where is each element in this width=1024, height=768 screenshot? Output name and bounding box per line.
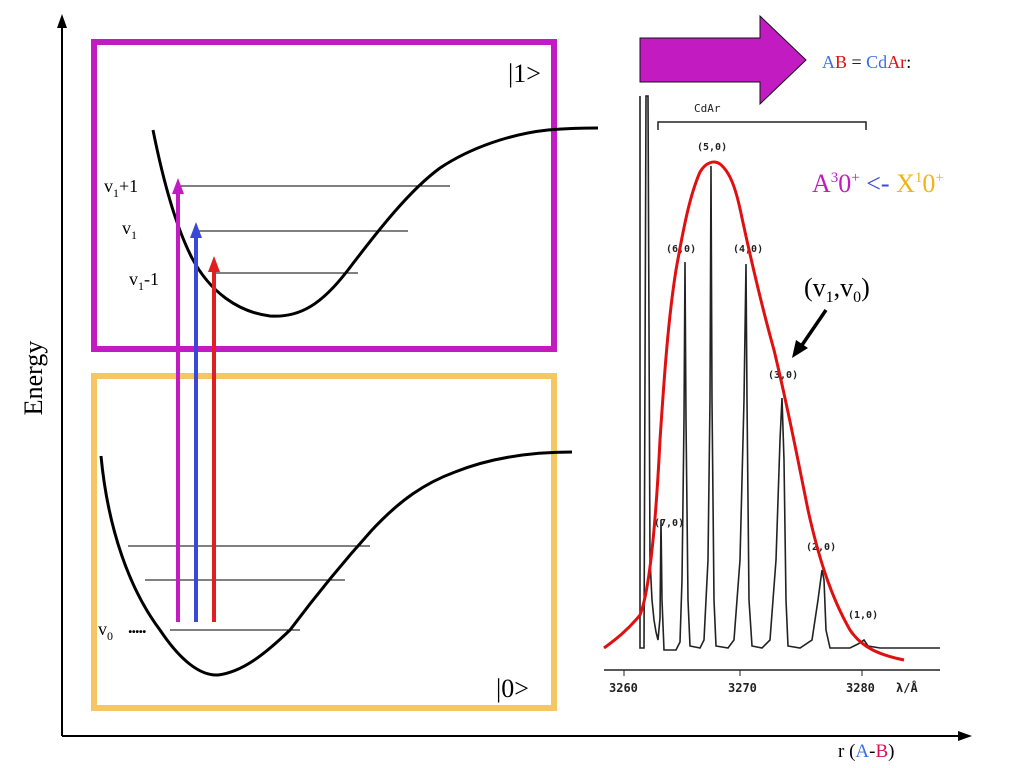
franck-condon-envelope	[603, 160, 905, 662]
level-label-v1-plus-1: v1+1	[104, 176, 138, 200]
direction-block-arrow	[639, 14, 807, 106]
spectrum-unit-label: λ/Å	[896, 680, 918, 695]
axes	[57, 14, 972, 741]
upper-state-label: |1>	[508, 59, 541, 88]
peak-label: (3,0)	[768, 370, 798, 381]
peak-label: (1,0)	[848, 610, 878, 621]
x-axis-arrowhead	[958, 731, 972, 741]
level-label-v1-minus-1: v1-1	[129, 269, 159, 293]
annotation-pointer-head	[792, 340, 808, 358]
cdar-bracket	[657, 121, 867, 130]
peak-annotation: (v1,v0)	[804, 273, 870, 306]
spectrum-tick-label: 3270	[728, 681, 757, 695]
transition-arrows	[172, 178, 220, 622]
spectrum-tick-label: 3260	[609, 681, 638, 695]
peak-label: (7,0)	[654, 518, 684, 529]
level-label-v1: v1	[122, 218, 137, 242]
spectrum-trace	[639, 95, 940, 651]
upper-potential-curve	[151, 126, 599, 318]
lower-state-box	[91, 373, 557, 711]
peak-label: (5,0)	[697, 142, 727, 153]
molecule-equation: AB = CdAr:	[822, 52, 911, 72]
spectrum-panel: CdAr 3260 3270 3280 λ/Å (7,0) (6,0) (5,0…	[603, 95, 940, 695]
y-axis-arrowhead	[57, 14, 67, 28]
x-axis-label: r (A-B)	[838, 741, 894, 762]
peak-label: (2,0)	[806, 542, 836, 553]
arrowhead-red	[208, 256, 220, 272]
v0-dotted-pointer: .....	[128, 617, 146, 637]
upper-levels	[178, 185, 450, 274]
spectrum-tick-label: 3280	[846, 681, 875, 695]
upper-state-box	[91, 39, 557, 352]
y-axis-label: Energy	[19, 341, 48, 416]
level-label-v0: v0	[98, 619, 113, 643]
arrowhead-blue	[190, 222, 202, 238]
annotation-pointer-arrow	[798, 309, 828, 349]
lower-levels	[128, 545, 370, 631]
arrowhead-violet	[172, 178, 184, 194]
cdar-bracket-label: CdAr	[694, 102, 721, 115]
spectrum-ticks	[623, 670, 863, 676]
transition-label: A30+ <- X10+	[812, 169, 944, 198]
lower-potential-curve	[99, 450, 573, 677]
lower-state-label: |0>	[496, 674, 529, 703]
